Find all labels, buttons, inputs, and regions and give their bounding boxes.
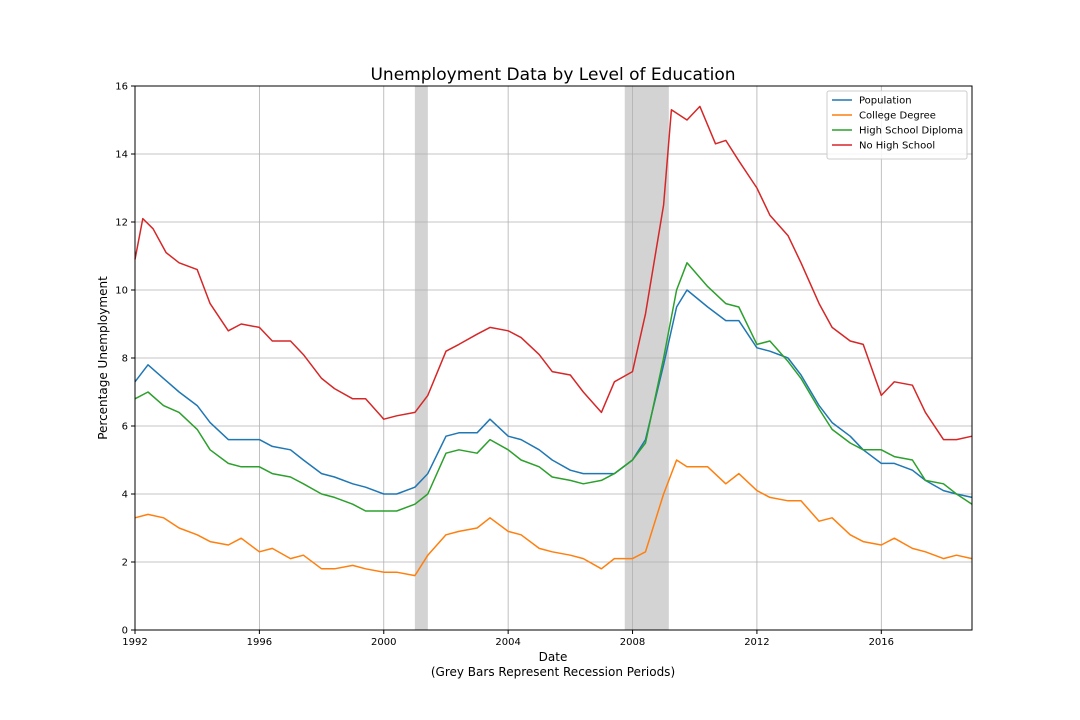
x-axis-label: Date [539, 650, 568, 664]
x-tick-label-6: 2016 [869, 637, 894, 648]
x-tick-label-0: 1992 [122, 637, 147, 648]
y-tick-label-7: 14 [115, 150, 128, 161]
y-axis-label: Percentage Unemployment [96, 276, 110, 440]
y-tick-label-5: 10 [115, 286, 128, 297]
series-line-no-high-school [134, 105, 973, 441]
x-axis-note: (Grey Bars Represent Recession Periods) [431, 665, 675, 679]
y-tick-label-6: 12 [115, 218, 128, 229]
y-tick-label-8: 16 [115, 82, 128, 93]
y-tick-label-3: 6 [122, 422, 128, 433]
legend: Population College Degree High School Dipl… [826, 90, 968, 160]
x-tick-label-4: 2008 [620, 637, 645, 648]
legend-label-college-degree: College Degree [859, 111, 936, 122]
y-tick-label-1: 2 [122, 558, 128, 569]
legend-label-no-high-school: No High School [859, 141, 935, 152]
legend-label-high-school-diploma: High School Diploma [859, 126, 963, 137]
series-line-college-degree [134, 459, 973, 577]
legend-box [826, 90, 968, 160]
y-tick-label-4: 8 [122, 354, 128, 365]
x-tick-label-5: 2012 [744, 637, 769, 648]
x-tick-label-2: 2000 [371, 637, 396, 648]
x-tick-label-3: 2004 [495, 637, 520, 648]
y-tick-label-0: 0 [122, 626, 128, 637]
series-line-population [134, 289, 973, 499]
x-tick-label-1: 1996 [247, 637, 272, 648]
series-line-high-school-diploma [134, 262, 973, 512]
plot-area: 1992 1996 2000 2004 2008 2012 2016 0 2 4 6 8 10 12 14 1… [115, 82, 973, 648]
legend-label-population: Population [859, 96, 912, 107]
y-tick-label-2: 4 [122, 490, 128, 501]
chart-title: Unemployment Data by Level of Education [370, 65, 735, 85]
